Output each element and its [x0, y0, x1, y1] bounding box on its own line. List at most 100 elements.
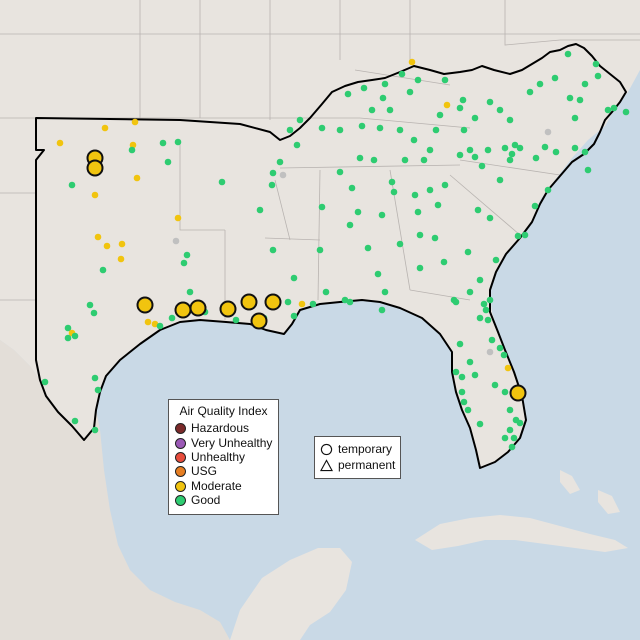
monitor-site-marker[interactable] [346, 221, 354, 229]
monitor-site-marker[interactable] [406, 88, 414, 96]
monitor-site-marker[interactable] [309, 300, 317, 308]
monitor-site-marker[interactable] [434, 201, 442, 209]
monitor-site-marker[interactable] [480, 300, 488, 308]
monitor-site-marker[interactable] [131, 118, 139, 126]
monitor-site-marker[interactable] [276, 158, 284, 166]
monitor-site-marker[interactable] [390, 188, 398, 196]
monitor-site-marker[interactable] [496, 344, 504, 352]
monitor-site-marker[interactable] [128, 146, 136, 154]
monitor-site-marker[interactable] [452, 368, 460, 376]
monitor-site-marker[interactable] [491, 381, 499, 389]
monitor-site-marker[interactable] [458, 373, 466, 381]
monitor-site-marker[interactable] [594, 72, 602, 80]
monitor-site-marker[interactable] [464, 248, 472, 256]
monitor-site-marker[interactable] [604, 106, 612, 114]
monitor-site-marker[interactable] [151, 320, 159, 328]
monitor-site-marker[interactable] [581, 148, 589, 156]
monitor-site-marker[interactable] [471, 153, 479, 161]
monitor-site-marker[interactable] [269, 169, 277, 177]
monitor-site-marker[interactable] [186, 288, 194, 296]
monitor-site-marker[interactable] [510, 434, 518, 442]
monitor-site-marker[interactable] [322, 288, 330, 296]
monitor-site-marker[interactable] [290, 312, 298, 320]
temporary-site-marker[interactable] [219, 300, 237, 318]
monitor-site-marker[interactable] [456, 104, 464, 112]
monitor-site-marker[interactable] [501, 144, 509, 152]
monitor-site-marker[interactable] [408, 58, 416, 66]
monitor-site-marker[interactable] [441, 181, 449, 189]
monitor-site-marker[interactable] [514, 232, 522, 240]
monitor-site-marker[interactable] [576, 96, 584, 104]
monitor-site-marker[interactable] [336, 126, 344, 134]
monitor-site-marker[interactable] [381, 288, 389, 296]
monitor-site-marker[interactable] [544, 186, 552, 194]
monitor-site-marker[interactable] [290, 274, 298, 282]
monitor-site-marker[interactable] [256, 206, 264, 214]
monitor-site-marker[interactable] [99, 266, 107, 274]
monitor-site-marker[interactable] [41, 378, 49, 386]
monitor-site-marker[interactable] [486, 348, 494, 356]
temporary-site-marker[interactable] [250, 312, 268, 330]
monitor-site-marker[interactable] [64, 324, 72, 332]
monitor-site-marker[interactable] [133, 174, 141, 182]
monitor-site-marker[interactable] [172, 237, 180, 245]
monitor-site-marker[interactable] [552, 148, 560, 156]
monitor-site-marker[interactable] [516, 419, 524, 427]
monitor-site-marker[interactable] [541, 143, 549, 151]
monitor-site-marker[interactable] [508, 443, 516, 451]
monitor-site-marker[interactable] [536, 80, 544, 88]
monitor-site-marker[interactable] [426, 186, 434, 194]
monitor-site-marker[interactable] [526, 88, 534, 96]
monitor-site-marker[interactable] [414, 208, 422, 216]
monitor-site-marker[interactable] [56, 139, 64, 147]
monitor-site-marker[interactable] [388, 178, 396, 186]
monitor-site-marker[interactable] [159, 139, 167, 147]
monitor-site-marker[interactable] [466, 146, 474, 154]
monitor-site-marker[interactable] [431, 234, 439, 242]
monitor-site-marker[interactable] [506, 426, 514, 434]
monitor-site-marker[interactable] [501, 388, 509, 396]
temporary-site-marker[interactable] [174, 301, 192, 319]
monitor-site-marker[interactable] [381, 80, 389, 88]
monitor-site-marker[interactable] [386, 106, 394, 114]
monitor-site-marker[interactable] [456, 151, 464, 159]
monitor-site-marker[interactable] [410, 136, 418, 144]
monitor-site-marker[interactable] [492, 256, 500, 264]
monitor-site-marker[interactable] [504, 364, 512, 372]
monitor-site-marker[interactable] [279, 171, 287, 179]
monitor-site-marker[interactable] [521, 231, 529, 239]
monitor-site-marker[interactable] [496, 176, 504, 184]
monitor-site-marker[interactable] [420, 156, 428, 164]
monitor-site-marker[interactable] [398, 70, 406, 78]
monitor-site-marker[interactable] [174, 214, 182, 222]
temporary-site-marker[interactable] [240, 293, 258, 311]
monitor-site-marker[interactable] [318, 124, 326, 132]
monitor-site-marker[interactable] [414, 76, 422, 84]
monitor-site-marker[interactable] [358, 122, 366, 130]
monitor-site-marker[interactable] [441, 76, 449, 84]
monitor-site-marker[interactable] [318, 203, 326, 211]
monitor-site-marker[interactable] [411, 191, 419, 199]
monitor-site-marker[interactable] [180, 259, 188, 267]
monitor-site-marker[interactable] [466, 288, 474, 296]
monitor-site-marker[interactable] [496, 106, 504, 114]
monitor-site-marker[interactable] [354, 208, 362, 216]
monitor-site-marker[interactable] [298, 300, 306, 308]
monitor-site-marker[interactable] [118, 240, 126, 248]
monitor-site-marker[interactable] [610, 104, 618, 112]
monitor-site-marker[interactable] [101, 124, 109, 132]
temporary-site-marker[interactable] [136, 296, 154, 314]
temporary-site-marker[interactable] [189, 299, 207, 317]
temporary-site-marker[interactable] [264, 293, 282, 311]
monitor-site-marker[interactable] [64, 334, 72, 342]
monitor-site-marker[interactable] [296, 116, 304, 124]
monitor-site-marker[interactable] [91, 426, 99, 434]
monitor-site-marker[interactable] [466, 358, 474, 366]
monitor-site-marker[interactable] [456, 340, 464, 348]
monitor-site-marker[interactable] [416, 264, 424, 272]
temporary-site-marker[interactable] [86, 159, 104, 177]
monitor-site-marker[interactable] [486, 214, 494, 222]
monitor-site-marker[interactable] [71, 332, 79, 340]
monitor-site-marker[interactable] [396, 126, 404, 134]
monitor-site-marker[interactable] [268, 181, 276, 189]
